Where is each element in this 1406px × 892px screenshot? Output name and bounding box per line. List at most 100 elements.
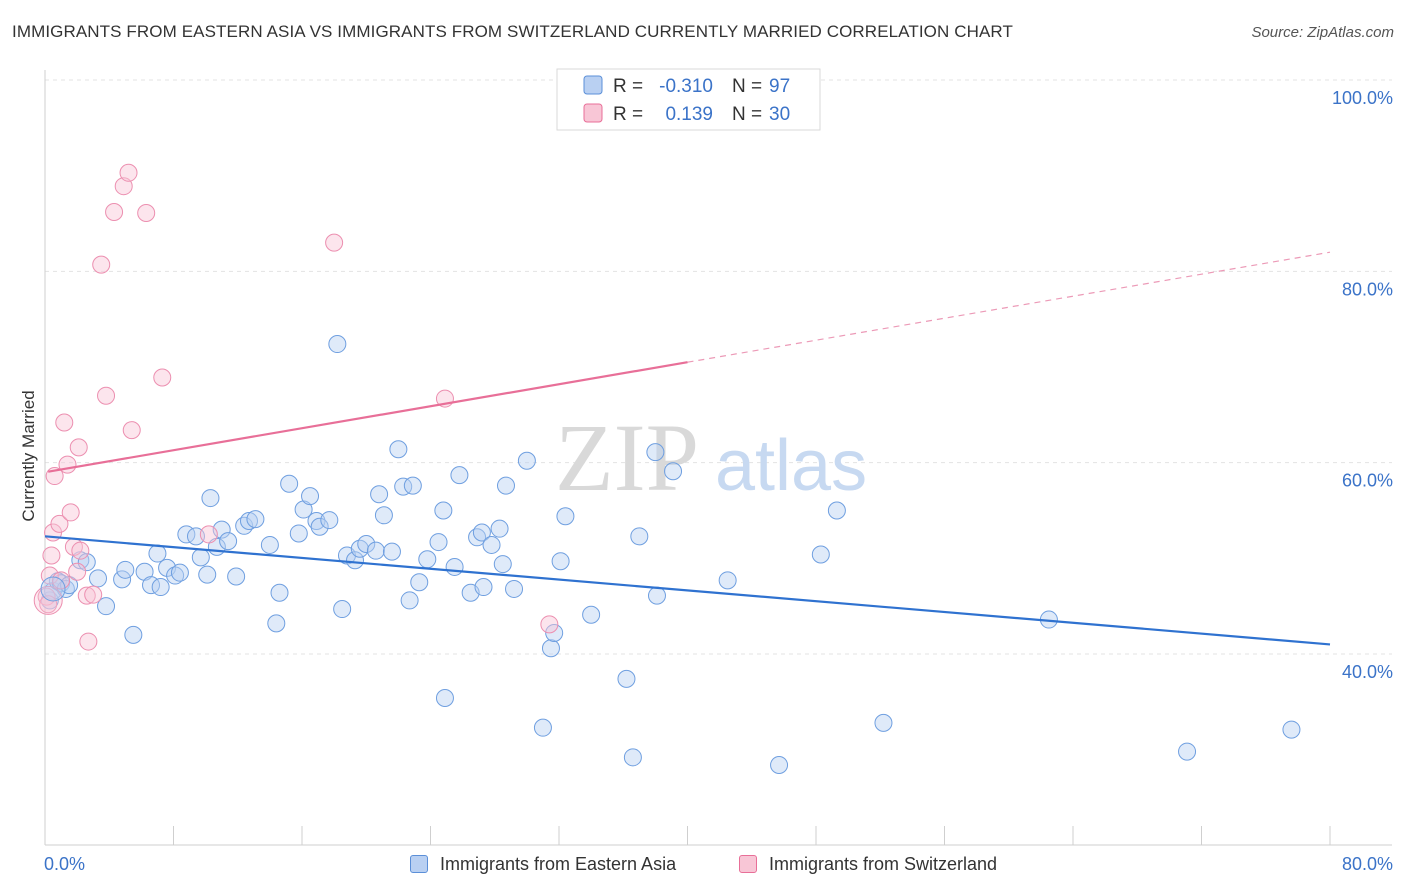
eastern-asia-point	[170, 563, 189, 582]
chart-title: IMMIGRANTS FROM EASTERN ASIA VS IMMIGRAN…	[12, 22, 1013, 41]
eastern-asia-point	[874, 713, 893, 732]
switzerland-point	[97, 386, 116, 405]
eastern-asia-point	[382, 542, 401, 561]
switzerland-point	[69, 438, 88, 457]
data-points	[33, 163, 1301, 774]
switzerland-point	[105, 203, 124, 222]
switzerland-point	[540, 615, 559, 634]
eastern-asia-point	[647, 586, 666, 605]
eastern-asia-point	[418, 550, 437, 569]
eastern-asia-point	[1178, 742, 1197, 761]
eastern-asia-point	[389, 440, 408, 459]
eastern-asia-point	[116, 560, 135, 579]
y-axis-label: Currently Married	[19, 390, 38, 521]
switzerland-point	[122, 421, 141, 440]
eastern-asia-point	[468, 528, 487, 547]
legend-label-switzerland: Immigrants from Switzerland	[769, 853, 998, 874]
eastern-asia-point	[429, 533, 448, 552]
eastern-asia-point	[40, 576, 66, 602]
switzerland-point	[137, 203, 156, 222]
stats-swatch-pink	[583, 103, 603, 123]
eastern-asia-point	[474, 578, 493, 597]
switzerland-point	[61, 503, 80, 522]
eastern-asia-point	[191, 548, 210, 567]
legend-item-switzerland: Immigrants from Switzerland	[739, 852, 997, 876]
eastern-asia-point	[333, 600, 352, 619]
switzerland-point	[50, 514, 69, 533]
eastern-asia-point	[630, 527, 649, 546]
eastern-asia-point	[201, 489, 220, 508]
eastern-asia-point	[770, 755, 789, 774]
eastern-asia-point	[97, 597, 116, 616]
eastern-asia-point	[77, 553, 96, 572]
eastern-asia-point	[533, 718, 552, 737]
x-tick-labels: 0.0% 80.0%	[44, 854, 1393, 874]
eastern-asia-point	[450, 466, 469, 485]
eastern-asia-point	[357, 534, 376, 553]
eastern-asia-point	[623, 748, 642, 767]
eastern-asia-point	[493, 555, 512, 574]
eastern-asia-point	[320, 511, 339, 530]
eastern-asia-point	[718, 571, 737, 590]
y-tick-label: 40.0%	[1342, 662, 1393, 682]
stats-r-value-2: 0.139	[665, 104, 713, 125]
eastern-asia-point	[496, 476, 515, 495]
eastern-asia-point	[551, 552, 570, 571]
eastern-asia-point	[505, 579, 524, 598]
eastern-asia-point	[246, 510, 265, 529]
legend-label-eastern-asia: Immigrants from Eastern Asia	[440, 853, 677, 874]
legend-item-eastern-asia: Immigrants from Eastern Asia	[410, 852, 676, 876]
trend-lines	[44, 251, 1331, 646]
eastern-asia-point	[517, 451, 536, 470]
y-tick-label: 100.0%	[1332, 88, 1393, 108]
eastern-asia-point	[89, 569, 108, 588]
switzerland-point	[58, 455, 77, 474]
legend-swatch-pink	[739, 855, 757, 873]
eastern-asia-point	[482, 535, 501, 554]
eastern-asia-point	[280, 474, 299, 493]
eastern-asia-point	[556, 507, 575, 526]
eastern-asia-point	[124, 625, 143, 644]
stats-n-label-1: N =	[732, 76, 762, 97]
eastern-asia-point	[227, 567, 246, 586]
eastern-asia-trend-line	[44, 535, 1331, 646]
eastern-asia-point	[235, 516, 254, 535]
stats-r-value-1: -0.310	[659, 76, 713, 97]
watermark-zip: ZIP	[555, 404, 699, 511]
eastern-asia-point	[435, 689, 454, 708]
switzerland-point	[68, 562, 87, 581]
eastern-asia-point	[219, 532, 238, 551]
switzerland-point	[79, 632, 98, 651]
eastern-asia-point	[410, 573, 429, 592]
eastern-asia-point	[445, 557, 464, 576]
y-tick-label: 60.0%	[1342, 471, 1393, 491]
switzerland-point	[84, 585, 103, 604]
eastern-asia-point	[617, 669, 636, 688]
eastern-asia-point	[328, 335, 347, 354]
stats-n-value-1: 97	[769, 76, 790, 97]
eastern-asia-point	[166, 566, 185, 585]
eastern-asia-point	[394, 477, 413, 496]
eastern-asia-point	[1282, 720, 1301, 739]
stats-legend: R = -0.310 N = 97 R = 0.139 N = 30	[556, 68, 821, 131]
switzerland-point	[325, 233, 344, 252]
chart-source: Source: ZipAtlas.com	[1251, 24, 1394, 41]
eastern-asia-point	[827, 501, 846, 520]
switzerland-point	[114, 177, 133, 196]
eastern-asia-point	[151, 578, 170, 597]
switzerland-trend-line	[48, 361, 688, 473]
switzerland-point	[71, 541, 90, 560]
eastern-asia-point	[366, 541, 385, 560]
eastern-asia-point	[490, 519, 509, 538]
legend-swatch-blue	[410, 855, 428, 873]
eastern-asia-point	[541, 639, 560, 658]
switzerland-point	[153, 368, 172, 387]
switzerland-point	[42, 546, 61, 565]
y-tick-labels: 40.0% 60.0% 80.0% 100.0%	[1332, 88, 1393, 682]
eastern-asia-point	[260, 535, 279, 554]
stats-r-label-2: R =	[613, 104, 643, 125]
eastern-asia-point	[374, 506, 393, 525]
eastern-asia-point	[301, 487, 320, 506]
axes	[44, 70, 1392, 846]
